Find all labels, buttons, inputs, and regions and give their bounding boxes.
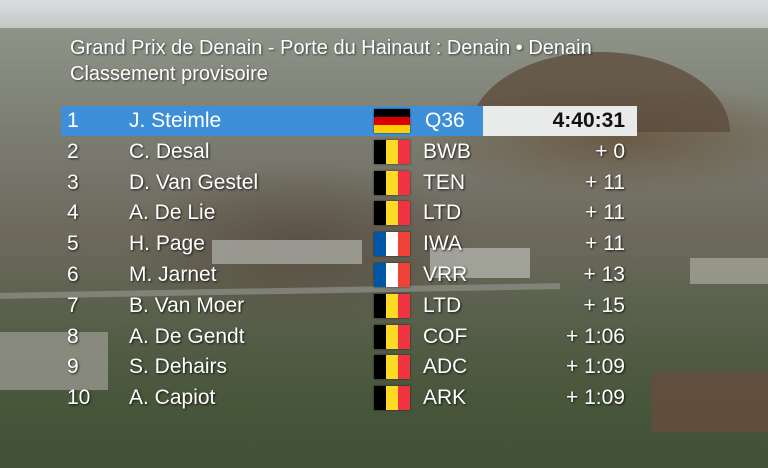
team-code: COF xyxy=(423,325,468,348)
rider-name: A. De Gendt xyxy=(129,325,245,348)
rider-name: S. Dehairs xyxy=(129,355,228,378)
team-code: IWA xyxy=(423,232,462,255)
rider-name: H. Page xyxy=(129,232,205,255)
time-gap: + 11 xyxy=(585,171,625,194)
germany-flag-icon xyxy=(374,109,410,133)
rider-position: 7 xyxy=(67,294,79,317)
france-flag-icon xyxy=(374,263,410,287)
team-code: VRR xyxy=(423,263,468,286)
rider-name: D. Van Gestel xyxy=(129,171,259,194)
standings-row: 9 S. Dehairs ADC + 1:09 xyxy=(61,352,637,382)
leader-row: 1 J. Steimle Q36 4:40:31 xyxy=(61,106,637,136)
belgium-flag-icon xyxy=(374,201,410,225)
rider-name: A. Capiot xyxy=(129,386,216,409)
time-gap: + 15 xyxy=(583,294,625,317)
belgium-flag-icon xyxy=(374,355,410,379)
belgium-flag-icon xyxy=(374,294,410,318)
team-code: TEN xyxy=(423,171,465,194)
team-code: LTD xyxy=(423,294,462,317)
standings-row: 6 M. Jarnet VRR + 13 xyxy=(61,260,637,290)
team-code: Q36 xyxy=(425,109,465,132)
rider-position: 8 xyxy=(67,325,79,348)
leader-highlight-band xyxy=(61,106,483,136)
team-code: BWB xyxy=(423,140,471,163)
building xyxy=(430,248,530,278)
time-gap: + 1:09 xyxy=(566,386,625,409)
belgium-flag-icon xyxy=(374,386,410,410)
leader-time-band xyxy=(483,106,637,136)
time-gap: + 1:06 xyxy=(566,325,625,348)
rider-position: 1 xyxy=(67,109,79,132)
standings-row: 4 A. De Lie LTD + 11 xyxy=(61,198,637,228)
belgium-flag-icon xyxy=(374,325,410,349)
time-gap: + 1:09 xyxy=(566,355,625,378)
rider-name: M. Jarnet xyxy=(129,263,217,286)
time-gap: + 11 xyxy=(585,201,625,224)
leader-time: 4:40:31 xyxy=(552,109,625,132)
team-code: LTD xyxy=(423,201,462,224)
rider-position: 3 xyxy=(67,171,79,194)
rider-position: 6 xyxy=(67,263,79,286)
rider-position: 5 xyxy=(67,232,79,255)
building xyxy=(212,240,362,264)
standings-row: 8 A. De Gendt COF + 1:06 xyxy=(61,322,637,352)
race-title-block: Grand Prix de Denain - Porte du Hainaut … xyxy=(70,35,592,87)
rider-name: J. Steimle xyxy=(129,109,222,132)
classification-subtitle: Classement provisoire xyxy=(70,63,268,85)
rider-name: C. Desal xyxy=(129,140,210,163)
standings-row: 7 B. Van Moer LTD + 15 xyxy=(61,291,637,321)
rider-position: 2 xyxy=(67,140,79,163)
race-title: Grand Prix de Denain - Porte du Hainaut … xyxy=(70,37,592,59)
standings-row: 5 H. Page IWA + 11 xyxy=(61,229,637,259)
industrial-yard xyxy=(652,372,768,432)
time-gap: + 11 xyxy=(585,232,625,255)
rider-position: 4 xyxy=(67,201,79,224)
building xyxy=(690,258,768,284)
belgium-flag-icon xyxy=(374,140,410,164)
standings-row: 10 A. Capiot ARK + 1:09 xyxy=(61,383,637,413)
rider-position: 10 xyxy=(67,386,91,409)
time-gap: + 13 xyxy=(583,263,625,286)
rider-position: 9 xyxy=(67,355,79,378)
rider-name: B. Van Moer xyxy=(129,294,245,317)
standings-row: 2 C. Desal BWB + 0 xyxy=(61,137,637,167)
team-code: ADC xyxy=(423,355,468,378)
team-code: ARK xyxy=(423,386,467,409)
belgium-flag-icon xyxy=(374,171,410,195)
building xyxy=(0,332,108,390)
france-flag-icon xyxy=(374,232,410,256)
standings-row: 3 D. Van Gestel TEN + 11 xyxy=(61,168,637,198)
rider-name: A. De Lie xyxy=(129,201,216,224)
time-gap: + 0 xyxy=(595,140,625,163)
